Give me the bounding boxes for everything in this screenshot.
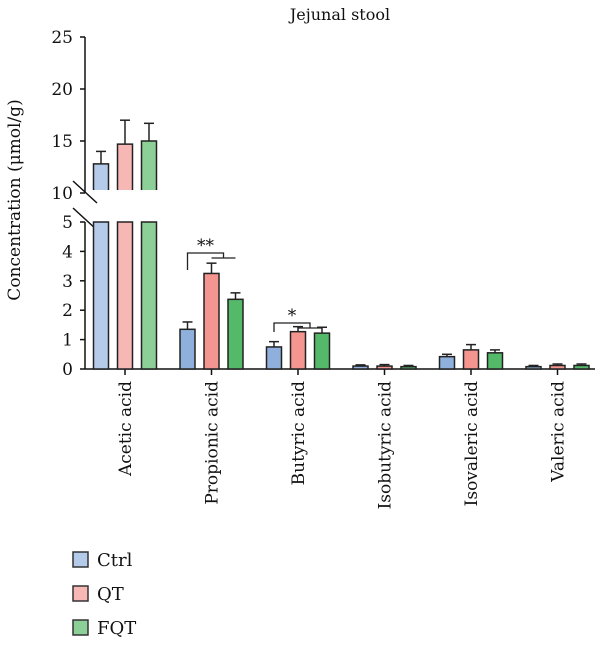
bar-ctrl xyxy=(179,328,196,370)
y-tick-label: 0 xyxy=(62,360,73,380)
y-tick-label: 5 xyxy=(62,213,73,233)
x-tick-label: Propionic acid xyxy=(203,381,223,505)
bar-ctrl xyxy=(92,221,110,370)
bar-ctrl xyxy=(352,365,369,370)
legend-label: Ctrl xyxy=(97,550,133,571)
legend-swatch-ctrl xyxy=(72,551,89,568)
x-tick-label: Isovaleric acid xyxy=(462,381,482,506)
bar-qt xyxy=(376,365,393,370)
x-tick-label: Valeric acid xyxy=(549,381,569,483)
legend-label: QT xyxy=(97,584,124,605)
bar-fqt xyxy=(227,298,244,370)
bar-qt xyxy=(203,272,220,370)
y-axis-label: Concentration (μmol/g) xyxy=(5,99,25,300)
y-tick-label: 10 xyxy=(51,184,73,204)
x-tick-label: Isobutyric acid xyxy=(376,381,396,510)
bar-fqt xyxy=(400,365,417,370)
y-tick-label: 20 xyxy=(51,80,73,100)
significance-bracket xyxy=(186,252,236,270)
bar-fqt xyxy=(140,221,158,370)
chart-title: Jejunal stool xyxy=(288,5,390,24)
significance-label: ** xyxy=(197,236,215,256)
bar-ctrl xyxy=(525,365,542,370)
y-tick-label: 25 xyxy=(51,28,73,48)
bar-qt xyxy=(549,364,566,370)
y-tick-label: 3 xyxy=(62,272,73,292)
bar-ctrl-upper xyxy=(92,163,110,190)
bar-qt xyxy=(289,330,307,370)
bar-ctrl xyxy=(265,346,283,370)
significance-label: * xyxy=(288,306,297,326)
y-tick-label: 15 xyxy=(51,132,73,152)
significance-bracket xyxy=(273,322,322,332)
legend-swatch-qt xyxy=(72,585,89,602)
x-tick-label: Butyric acid xyxy=(289,381,309,485)
y-tick-label: 4 xyxy=(62,242,73,262)
bar-qt-upper xyxy=(116,143,134,190)
legend-label: FQT xyxy=(97,618,136,639)
bar-fqt xyxy=(486,352,504,370)
y-tick-label: 2 xyxy=(62,301,73,321)
legend-swatch-fqt xyxy=(72,619,89,636)
x-tick-label: Acetic acid xyxy=(116,381,136,477)
bar-qt xyxy=(116,221,134,370)
bar-fqt xyxy=(313,332,331,370)
bar-fqt-upper xyxy=(140,140,158,190)
y-tick-label: 1 xyxy=(62,331,73,351)
bar-qt xyxy=(462,349,480,370)
axis-break-mark xyxy=(72,180,98,204)
bar-fqt xyxy=(573,364,590,370)
bar-ctrl xyxy=(438,355,456,370)
